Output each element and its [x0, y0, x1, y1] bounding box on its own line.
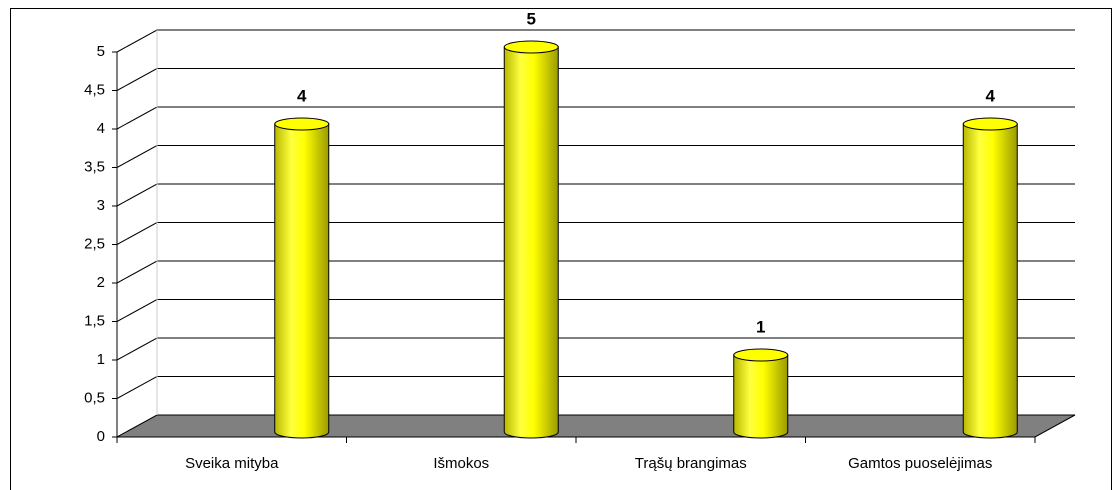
grid-line: [116, 183, 1075, 207]
value-label: 1: [756, 317, 765, 336]
grid-line: [116, 260, 1075, 284]
y-tick-label: 2: [97, 274, 105, 291]
y-tick-label: 3,5: [84, 158, 105, 175]
bar-part: [733, 348, 789, 362]
frame: [10, 8, 1112, 490]
bar-part: [274, 117, 330, 131]
x-tick-label: Trąšų brangimas: [635, 455, 747, 472]
bar: [733, 348, 789, 439]
grid-line: [116, 106, 1075, 130]
x-tick-label: Išmokos: [433, 455, 489, 472]
floor: [116, 414, 1076, 438]
value-label: 4: [986, 86, 996, 105]
y-tick-label: 0: [97, 428, 105, 445]
y-tick-label: 2,5: [84, 235, 105, 252]
y-tick-label: 4: [97, 120, 105, 137]
bar-part: [503, 40, 559, 54]
grid-line: [116, 222, 1075, 245]
bar-part: [503, 46, 559, 439]
grid-line: [116, 299, 1075, 322]
grid-line: [116, 337, 1075, 361]
bar: [962, 117, 1018, 439]
bar: [274, 117, 330, 439]
grid-line: [116, 145, 1075, 168]
x-tick-label: Gamtos puoselėjimas: [848, 455, 992, 472]
bar-part: [962, 123, 1018, 439]
value-label: 5: [527, 9, 536, 28]
y-tick-label: 1: [97, 351, 105, 368]
bar-part: [733, 354, 789, 439]
y-tick-label: 5: [97, 43, 105, 60]
y-tick-label: 4,5: [84, 81, 105, 98]
y-tick-label: 3: [97, 197, 105, 214]
grid-line: [116, 68, 1075, 91]
grid-line: [116, 376, 1075, 399]
bar: [503, 40, 559, 439]
y-tick-label: 1,5: [84, 312, 105, 329]
bar-part: [962, 117, 1018, 131]
y-tick-label: 0,5: [84, 389, 105, 406]
grid-line: [116, 29, 1075, 53]
bar-part: [274, 123, 330, 439]
x-tick-label: Sveika mityba: [185, 455, 279, 472]
value-label: 4: [297, 86, 307, 105]
